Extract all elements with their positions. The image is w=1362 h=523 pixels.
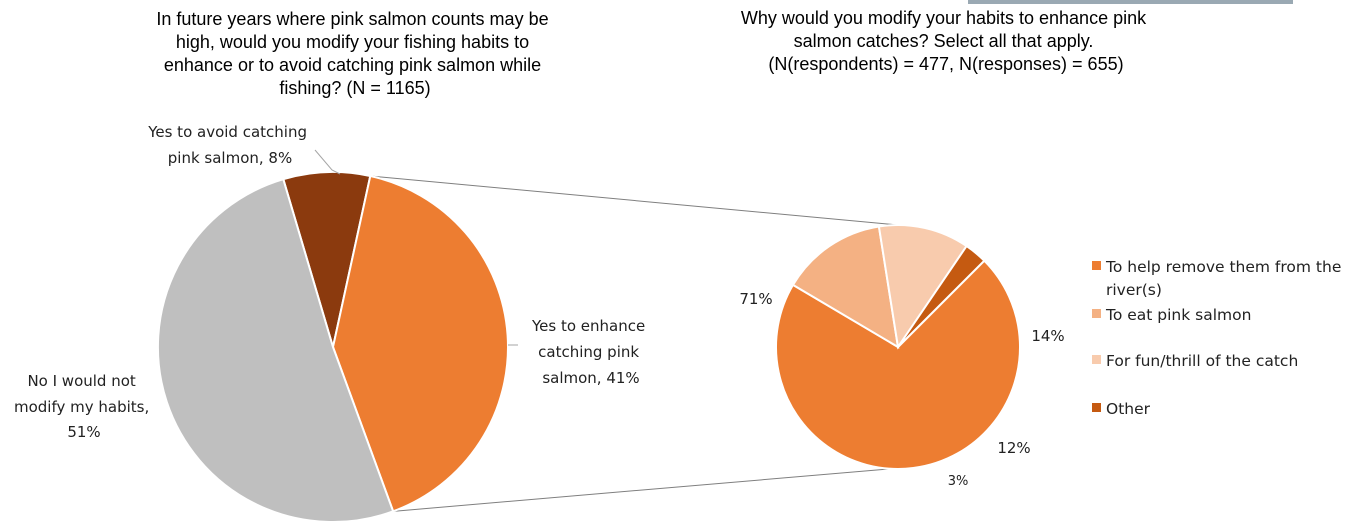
legend-label-remove: To help remove them from the river(s) (1105, 258, 1346, 299)
legend-label-line: To help remove them from the (1105, 258, 1341, 276)
chart-title-1-line: fishing? (N = 1165) (279, 78, 430, 98)
pie1-label-line: No I would not (27, 372, 135, 390)
legend-swatch (1092, 261, 1101, 270)
legend-label-eat: To eat pink salmon (1105, 306, 1251, 324)
legend-swatch (1092, 309, 1101, 318)
pie2-label-eat: 14% (1031, 327, 1064, 345)
pie1-label-line: 51% (67, 423, 100, 441)
legend: To help remove them from the river(s) To… (1092, 258, 1346, 418)
chart-title-2-line: Why would you modify your habits to enha… (741, 8, 1147, 28)
chart-title-2: Why would you modify your habits to enha… (741, 8, 1151, 74)
pie2-label-remove: 71% (739, 290, 772, 308)
legend-swatch (1092, 355, 1101, 364)
pie1-label-line: catching pink (538, 343, 639, 361)
chart-title-1-line: enhance or to avoid catching pink salmon… (164, 55, 541, 75)
chart-title-1: In future years where pink salmon counts… (156, 9, 553, 98)
pie2-label-other: 3% (948, 474, 969, 489)
legend-label-fun: For fun/thrill of the catch (1106, 352, 1298, 370)
pie1-label-avoid: Yes to avoid catching pink salmon, 8% (147, 123, 312, 167)
pie1-label-no: No I would not modify my habits, 51% (14, 372, 154, 441)
chart-title-2-line: (N(respondents) = 477, N(responses) = 65… (768, 54, 1123, 74)
pie-main (158, 172, 508, 522)
pie1-label-line: Yes to avoid catching (147, 123, 307, 141)
legend-label-line: river(s) (1106, 281, 1162, 299)
pie1-label-line: Yes to enhance (531, 317, 645, 335)
pie2-label-fun: 12% (997, 439, 1030, 457)
pie1-label-line: modify my habits, (14, 398, 149, 416)
connector-line (393, 466, 923, 511)
chart-title-1-line: In future years where pink salmon counts… (156, 9, 548, 29)
pie1-label-enhance: Yes to enhance catching pink salmon, 41% (531, 317, 650, 387)
pie1-label-line: salmon, 41% (542, 369, 639, 387)
chart-title-2-line: salmon catches? Select all that apply. (794, 31, 1094, 51)
chart-title-1-line: high, would you modify your fishing habi… (176, 32, 529, 52)
leader-line (315, 150, 340, 174)
pie1-label-line: pink salmon, 8% (168, 149, 292, 167)
legend-label-other: Other (1106, 400, 1151, 418)
pie-secondary (776, 225, 1020, 469)
legend-swatch (1092, 403, 1101, 412)
